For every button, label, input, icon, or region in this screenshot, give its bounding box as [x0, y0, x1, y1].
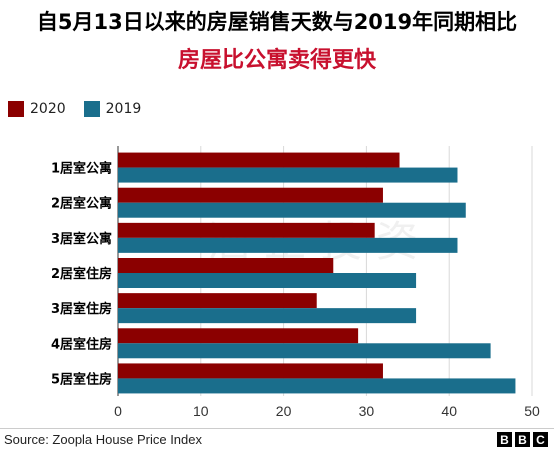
source-note: Source: Zoopla House Price Index	[4, 432, 202, 447]
chart-subtitle: 房屋比公寓卖得更快	[177, 48, 376, 73]
bbc-logo-letter-1: B	[497, 432, 512, 447]
category-label: 3居室住房	[51, 301, 112, 317]
legend-label-2019: 2019	[105, 101, 142, 117]
bar-2020-0	[118, 152, 400, 168]
category-label: 1居室公寓	[51, 161, 112, 177]
bar-2019-5	[118, 343, 491, 359]
bbc-logo-letter-3: C	[533, 432, 548, 447]
bar-2020-3	[118, 258, 334, 273]
bar-2019-1	[118, 202, 466, 218]
legend-swatch-2019	[83, 101, 100, 117]
legend-item-2019: 2019	[83, 101, 142, 117]
legend-swatch-2020	[8, 101, 24, 117]
x-tick-label: 30	[359, 403, 375, 419]
legend-item-2020: 2020	[8, 101, 66, 117]
chart-title: 自5月13日以来的房屋销售天数与2019年同期相比	[36, 10, 518, 34]
bbc-logo: B B C	[497, 432, 548, 447]
category-label: 5居室住房	[51, 371, 112, 387]
bar-chart: 酒正投资010203040501居室公寓2居室公寓3居室公寓2居室住房3居室住房…	[51, 146, 540, 419]
x-tick-label: 20	[276, 403, 292, 419]
bar-2019-2	[118, 237, 458, 253]
x-tick-label: 10	[193, 403, 209, 419]
category-label: 2居室住房	[51, 266, 112, 282]
x-tick-label: 0	[114, 403, 122, 419]
legend-label-2020: 2020	[30, 101, 66, 117]
bar-2020-5	[118, 328, 359, 344]
bar-2019-4	[118, 308, 417, 324]
category-label: 3居室公寓	[51, 231, 112, 247]
bbc-logo-letter-2: B	[515, 432, 530, 447]
bar-2019-3	[118, 273, 417, 288]
bar-2020-6	[118, 363, 383, 379]
bar-2020-1	[118, 187, 383, 203]
bar-2020-2	[118, 222, 375, 238]
legend: 2020 2019	[8, 100, 159, 118]
bar-2019-6	[118, 378, 516, 394]
x-tick-label: 50	[524, 403, 540, 419]
bar-2019-0	[118, 167, 458, 183]
category-label: 2居室公寓	[51, 196, 112, 212]
bar-2020-4	[118, 293, 317, 309]
category-label: 4居室住房	[51, 336, 112, 352]
footer-divider	[0, 428, 554, 429]
x-tick-label: 40	[441, 403, 457, 419]
